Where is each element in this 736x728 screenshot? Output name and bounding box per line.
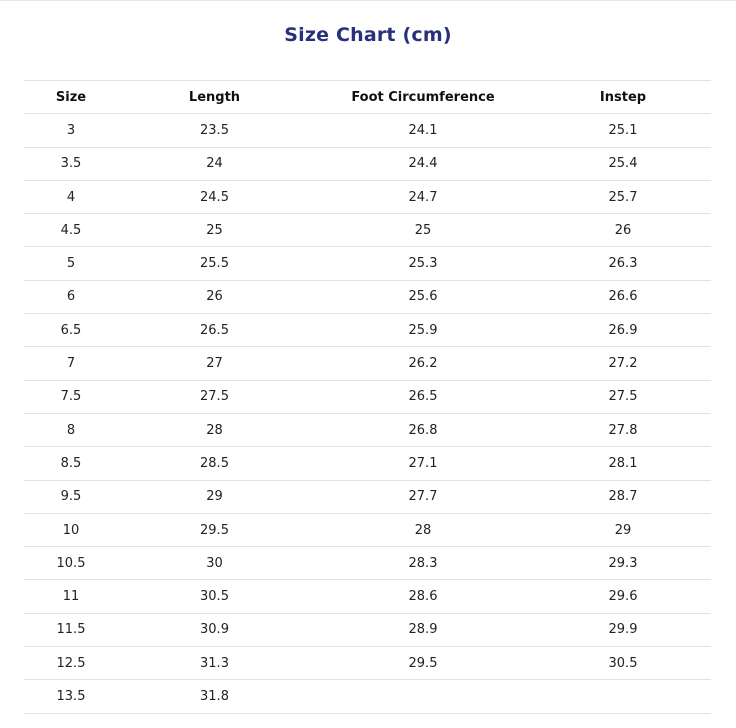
table-row: 7.5 27.5 26.5 27.5 bbox=[24, 380, 711, 414]
table-row: 10 29.5 28 29 bbox=[24, 513, 711, 548]
cell-instep: 25.4 bbox=[535, 147, 711, 181]
cell-length: 27.5 bbox=[118, 380, 311, 414]
cell-size: 10.5 bbox=[24, 546, 118, 581]
cell-foot-circumference bbox=[311, 679, 535, 714]
table-row: 4 24.5 24.7 25.7 bbox=[24, 180, 711, 215]
cell-length: 24.5 bbox=[118, 180, 311, 215]
top-divider bbox=[0, 0, 736, 1]
table-row: 6 26 25.6 26.6 bbox=[24, 280, 711, 315]
cell-instep bbox=[535, 679, 711, 714]
table-row: 5 25.5 25.3 26.3 bbox=[24, 246, 711, 281]
cell-instep: 26.6 bbox=[535, 280, 711, 315]
cell-foot-circumference: 28.3 bbox=[311, 546, 535, 581]
cell-instep: 27.5 bbox=[535, 380, 711, 414]
cell-length: 28.5 bbox=[118, 446, 311, 481]
cell-size: 6 bbox=[24, 280, 118, 315]
column-header-length: Length bbox=[118, 79, 311, 115]
cell-foot-circumference: 26.2 bbox=[311, 346, 535, 381]
cell-size: 7 bbox=[24, 346, 118, 381]
cell-instep: 26 bbox=[535, 213, 711, 248]
cell-length: 25.5 bbox=[118, 246, 311, 281]
cell-instep: 25.7 bbox=[535, 180, 711, 215]
cell-length: 30.9 bbox=[118, 613, 311, 648]
cell-instep: 30.5 bbox=[535, 646, 711, 681]
cell-instep: 26.9 bbox=[535, 313, 711, 348]
table-row: 13.5 31.8 bbox=[24, 679, 711, 714]
cell-foot-circumference: 29.5 bbox=[311, 646, 535, 681]
cell-instep: 29.3 bbox=[535, 546, 711, 581]
table-row: 11.5 30.9 28.9 29.9 bbox=[24, 613, 711, 648]
cell-foot-circumference: 28.9 bbox=[311, 613, 535, 648]
cell-foot-circumference: 26.5 bbox=[311, 380, 535, 414]
cell-foot-circumference: 24.4 bbox=[311, 147, 535, 181]
cell-foot-circumference: 25.6 bbox=[311, 280, 535, 315]
cell-size: 13.5 bbox=[24, 679, 118, 714]
table-row: 4.5 25 25 26 bbox=[24, 213, 711, 248]
column-header-size: Size bbox=[24, 79, 118, 115]
cell-foot-circumference: 28.6 bbox=[311, 579, 535, 614]
cell-foot-circumference: 25.9 bbox=[311, 313, 535, 348]
cell-size: 9.5 bbox=[24, 480, 118, 514]
cell-size: 10 bbox=[24, 513, 118, 548]
table-row: 7 27 26.2 27.2 bbox=[24, 346, 711, 381]
cell-length: 29 bbox=[118, 480, 311, 514]
cell-foot-circumference: 26.8 bbox=[311, 413, 535, 448]
cell-length: 30.5 bbox=[118, 579, 311, 614]
header-row: Size Length Foot Circumference Instep bbox=[24, 79, 711, 115]
column-header-foot-circumference: Foot Circumference bbox=[311, 79, 535, 115]
cell-instep: 29 bbox=[535, 513, 711, 548]
table-row: 9.5 29 27.7 28.7 bbox=[24, 480, 711, 514]
cell-size: 8 bbox=[24, 413, 118, 448]
cell-size: 7.5 bbox=[24, 380, 118, 414]
cell-length: 23.5 bbox=[118, 113, 311, 148]
cell-length: 28 bbox=[118, 413, 311, 448]
cell-length: 26 bbox=[118, 280, 311, 315]
cell-foot-circumference: 27.7 bbox=[311, 480, 535, 514]
table-row: 6.5 26.5 25.9 26.9 bbox=[24, 313, 711, 348]
cell-length: 30 bbox=[118, 546, 311, 581]
page-title: Size Chart (cm) bbox=[284, 24, 452, 46]
cell-instep: 29.6 bbox=[535, 579, 711, 614]
cell-foot-circumference: 25 bbox=[311, 213, 535, 248]
cell-size: 3 bbox=[24, 113, 118, 148]
table-row: 11 30.5 28.6 29.6 bbox=[24, 579, 711, 614]
table-row: 3.5 24 24.4 25.4 bbox=[24, 147, 711, 181]
cell-size: 11.5 bbox=[24, 613, 118, 648]
cell-instep: 27.2 bbox=[535, 346, 711, 381]
table-row: 12.5 31.3 29.5 30.5 bbox=[24, 646, 711, 681]
table-row: 3 23.5 24.1 25.1 bbox=[24, 113, 711, 148]
cell-length: 24 bbox=[118, 147, 311, 181]
column-header-instep: Instep bbox=[535, 79, 711, 115]
cell-instep: 28.1 bbox=[535, 446, 711, 481]
table-row: 8.5 28.5 27.1 28.1 bbox=[24, 446, 711, 481]
cell-length: 29.5 bbox=[118, 513, 311, 548]
cell-size: 11 bbox=[24, 579, 118, 614]
cell-instep: 26.3 bbox=[535, 246, 711, 281]
cell-size: 8.5 bbox=[24, 446, 118, 481]
cell-foot-circumference: 24.1 bbox=[311, 113, 535, 148]
cell-size: 4 bbox=[24, 180, 118, 215]
cell-size: 5 bbox=[24, 246, 118, 281]
cell-size: 12.5 bbox=[24, 646, 118, 681]
cell-size: 3.5 bbox=[24, 147, 118, 181]
cell-length: 31.3 bbox=[118, 646, 311, 681]
cell-foot-circumference: 28 bbox=[311, 513, 535, 548]
table-row: 8 28 26.8 27.8 bbox=[24, 413, 711, 448]
cell-instep: 27.8 bbox=[535, 413, 711, 448]
cell-length: 27 bbox=[118, 346, 311, 381]
cell-length: 25 bbox=[118, 213, 311, 248]
cell-size: 6.5 bbox=[24, 313, 118, 348]
cell-size: 4.5 bbox=[24, 213, 118, 248]
cell-foot-circumference: 27.1 bbox=[311, 446, 535, 481]
cell-length: 31.8 bbox=[118, 679, 311, 714]
cell-instep: 29.9 bbox=[535, 613, 711, 648]
cell-instep: 25.1 bbox=[535, 113, 711, 148]
cell-foot-circumference: 25.3 bbox=[311, 246, 535, 281]
cell-instep: 28.7 bbox=[535, 480, 711, 514]
cell-foot-circumference: 24.7 bbox=[311, 180, 535, 215]
table-row: 10.5 30 28.3 29.3 bbox=[24, 546, 711, 581]
cell-length: 26.5 bbox=[118, 313, 311, 348]
